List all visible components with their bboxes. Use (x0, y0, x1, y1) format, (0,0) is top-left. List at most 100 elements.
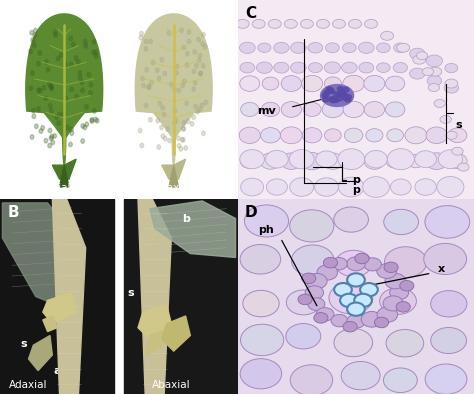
Ellipse shape (50, 108, 53, 113)
Ellipse shape (274, 42, 289, 53)
Ellipse shape (48, 143, 52, 148)
Ellipse shape (92, 39, 96, 44)
Ellipse shape (239, 42, 255, 53)
Ellipse shape (324, 77, 341, 90)
Text: a: a (54, 366, 61, 377)
Ellipse shape (329, 97, 335, 101)
Ellipse shape (147, 85, 151, 89)
Ellipse shape (57, 121, 61, 125)
Ellipse shape (334, 329, 373, 357)
Ellipse shape (410, 48, 425, 59)
Ellipse shape (177, 88, 181, 93)
Ellipse shape (364, 153, 385, 169)
Ellipse shape (241, 178, 264, 196)
Ellipse shape (444, 83, 459, 93)
Ellipse shape (396, 301, 410, 312)
Ellipse shape (290, 210, 334, 242)
Polygon shape (135, 14, 212, 165)
Ellipse shape (168, 138, 172, 143)
Ellipse shape (173, 109, 177, 113)
Ellipse shape (363, 177, 389, 197)
Ellipse shape (185, 63, 189, 67)
Ellipse shape (324, 90, 330, 95)
Ellipse shape (324, 62, 340, 73)
Ellipse shape (281, 153, 302, 169)
Ellipse shape (151, 60, 155, 65)
Ellipse shape (185, 101, 189, 106)
Ellipse shape (408, 154, 424, 168)
Ellipse shape (74, 56, 78, 60)
Ellipse shape (331, 258, 347, 270)
Ellipse shape (256, 62, 273, 73)
Ellipse shape (291, 42, 306, 53)
Ellipse shape (41, 126, 45, 130)
Ellipse shape (261, 102, 280, 117)
Ellipse shape (55, 115, 58, 119)
Ellipse shape (91, 50, 95, 54)
Ellipse shape (425, 206, 470, 238)
Ellipse shape (323, 257, 337, 268)
Ellipse shape (317, 19, 329, 28)
Ellipse shape (281, 127, 302, 144)
Ellipse shape (315, 178, 338, 196)
Ellipse shape (327, 87, 333, 92)
Ellipse shape (337, 92, 343, 97)
Ellipse shape (29, 86, 33, 91)
Polygon shape (43, 293, 76, 324)
Ellipse shape (31, 38, 35, 42)
Ellipse shape (434, 100, 446, 108)
Ellipse shape (240, 324, 284, 356)
Ellipse shape (75, 95, 79, 99)
Ellipse shape (394, 43, 407, 52)
Ellipse shape (322, 93, 328, 97)
Ellipse shape (428, 84, 439, 91)
Ellipse shape (413, 55, 426, 64)
Ellipse shape (70, 131, 73, 136)
Ellipse shape (35, 124, 38, 128)
Ellipse shape (346, 95, 351, 99)
Ellipse shape (316, 308, 334, 321)
Ellipse shape (400, 281, 414, 291)
Polygon shape (162, 159, 186, 179)
Ellipse shape (177, 136, 180, 141)
Ellipse shape (190, 122, 194, 126)
Ellipse shape (48, 104, 52, 108)
Ellipse shape (266, 179, 287, 195)
Ellipse shape (385, 273, 406, 289)
Ellipse shape (182, 121, 186, 125)
Text: Adaxial: Adaxial (9, 380, 48, 390)
Ellipse shape (333, 98, 338, 102)
Ellipse shape (144, 39, 148, 44)
Ellipse shape (49, 136, 53, 141)
Ellipse shape (331, 314, 348, 327)
Ellipse shape (427, 76, 442, 86)
Ellipse shape (262, 77, 279, 90)
Text: D: D (245, 205, 258, 220)
Ellipse shape (163, 112, 166, 117)
Ellipse shape (140, 31, 143, 36)
Ellipse shape (38, 51, 42, 55)
Ellipse shape (346, 257, 365, 271)
Ellipse shape (385, 76, 405, 91)
Ellipse shape (32, 43, 36, 48)
Ellipse shape (425, 364, 467, 394)
Ellipse shape (448, 154, 467, 169)
Ellipse shape (347, 303, 365, 316)
Ellipse shape (37, 88, 40, 92)
Ellipse shape (384, 209, 419, 234)
Ellipse shape (385, 102, 405, 117)
Ellipse shape (196, 110, 200, 114)
Ellipse shape (141, 76, 145, 81)
Ellipse shape (337, 97, 342, 101)
Ellipse shape (322, 101, 344, 118)
Ellipse shape (139, 35, 143, 40)
Ellipse shape (426, 153, 447, 169)
Ellipse shape (343, 101, 364, 118)
Ellipse shape (268, 19, 281, 28)
Ellipse shape (365, 151, 387, 168)
Ellipse shape (193, 81, 197, 85)
Ellipse shape (390, 286, 409, 299)
Ellipse shape (326, 43, 339, 53)
Ellipse shape (201, 63, 205, 68)
Ellipse shape (192, 115, 196, 119)
